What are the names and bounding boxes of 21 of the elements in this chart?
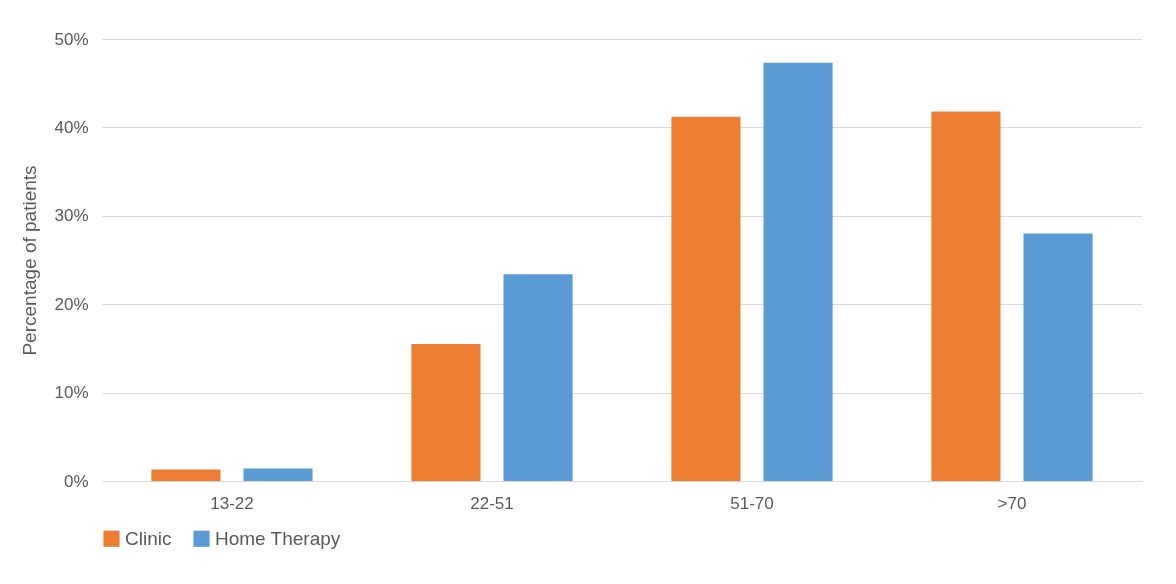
y-tick-label: 40% (54, 117, 89, 137)
x-tick-label: >70 (997, 493, 1027, 513)
bar (763, 62, 833, 481)
y-tick-label: 0% (63, 471, 89, 491)
x-tick-label: 22-51 (470, 493, 514, 513)
bar (503, 274, 573, 481)
legend-label: Home Therapy (215, 527, 341, 549)
bar (243, 468, 313, 481)
x-tick-label: 51-70 (730, 493, 774, 513)
bar (931, 111, 1001, 481)
y-tick-label: 20% (54, 294, 89, 314)
legend-label: Clinic (125, 527, 172, 549)
y-axis-title: Percentage of patients (19, 165, 41, 356)
bar (1023, 233, 1093, 481)
bar (671, 116, 741, 481)
y-tick-label: 50% (54, 29, 89, 49)
y-tick-label: 10% (54, 383, 89, 403)
bar (411, 343, 481, 481)
bar (151, 469, 221, 481)
x-tick-label: 13-22 (210, 493, 254, 513)
y-tick-label: 30% (54, 206, 89, 226)
